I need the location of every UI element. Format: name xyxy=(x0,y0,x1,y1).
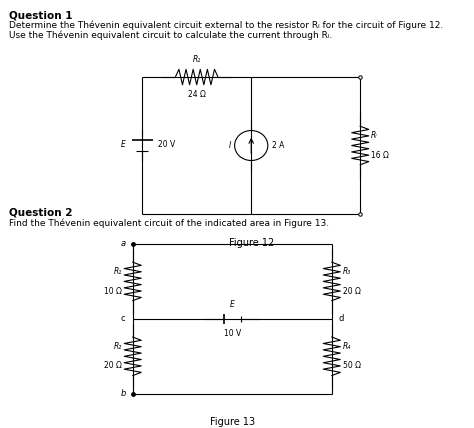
Text: c: c xyxy=(121,314,126,324)
Text: 2 A: 2 A xyxy=(272,141,284,150)
Text: Rₗ: Rₗ xyxy=(371,131,378,140)
Text: Use the Thévenin equivalent circuit to calculate the current through Rₗ.: Use the Thévenin equivalent circuit to c… xyxy=(9,31,333,40)
Text: R₄: R₄ xyxy=(343,342,351,351)
Text: 50 Ω: 50 Ω xyxy=(343,361,361,371)
Text: Determine the Thévenin equivalent circuit external to the resistor Rₗ for the ci: Determine the Thévenin equivalent circui… xyxy=(9,21,444,30)
Text: E: E xyxy=(230,300,235,309)
Text: E: E xyxy=(121,140,126,149)
Text: d: d xyxy=(339,314,344,324)
Text: 20 Ω: 20 Ω xyxy=(104,361,122,371)
Text: Find the Thévenin equivalent circuit of the indicated area in Figure 13.: Find the Thévenin equivalent circuit of … xyxy=(9,218,329,228)
Text: 20 Ω: 20 Ω xyxy=(343,286,361,296)
Text: 10 Ω: 10 Ω xyxy=(104,286,122,296)
Text: Question 1: Question 1 xyxy=(9,10,73,20)
Text: Figure 13: Figure 13 xyxy=(210,417,255,427)
Text: Figure 12: Figure 12 xyxy=(228,238,274,247)
Text: 20 V: 20 V xyxy=(158,140,175,149)
Text: b: b xyxy=(120,389,126,398)
Text: R₁: R₁ xyxy=(192,55,201,64)
Text: R₂: R₂ xyxy=(114,342,122,351)
Text: R₁: R₁ xyxy=(114,267,122,276)
Text: Question 2: Question 2 xyxy=(9,208,73,217)
Text: 16 Ω: 16 Ω xyxy=(371,151,389,160)
Text: 10 V: 10 V xyxy=(224,329,241,338)
Text: 24 Ω: 24 Ω xyxy=(188,90,206,99)
Text: R₃: R₃ xyxy=(343,267,351,276)
Text: a: a xyxy=(120,239,126,249)
Text: I: I xyxy=(228,141,231,150)
